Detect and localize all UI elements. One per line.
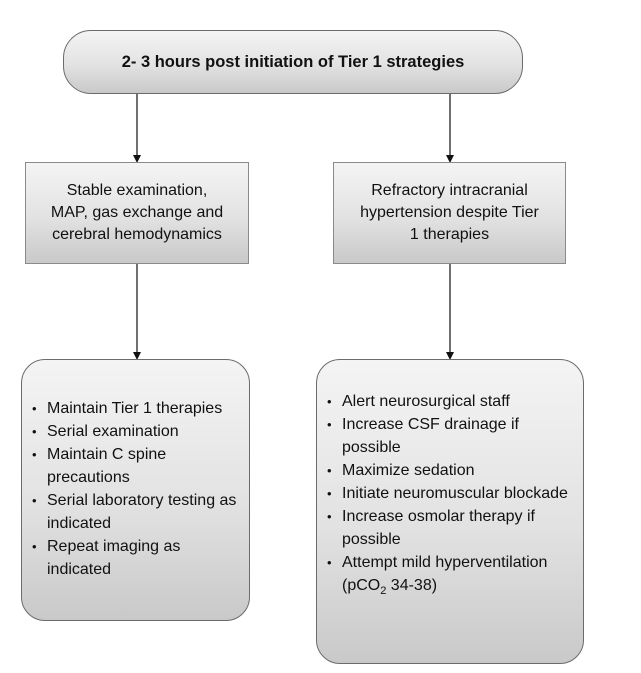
list-item: Repeat imaging as indicated: [32, 535, 239, 581]
stable-node: Stable examination, MAP, gas exchange an…: [25, 162, 249, 264]
top-node: 2- 3 hours post initiation of Tier 1 str…: [63, 30, 523, 94]
refractory-node-line: 1 therapies: [409, 226, 490, 243]
refractory-actions-node: Alert neurosurgical staff Increase CSF d…: [316, 359, 584, 664]
list-item: Maintain C spine precautions: [32, 443, 239, 489]
stable-actions-list: Maintain Tier 1 therapies Serial examina…: [32, 397, 239, 581]
list-item: Maximize sedation: [327, 459, 573, 482]
list-item: Serial laboratory testing as indicated: [32, 489, 239, 535]
stable-node-line: MAP, gas exchange and: [50, 204, 224, 221]
refractory-node-line: hypertension despite Tier: [360, 204, 539, 221]
list-item-hyperventilation: Attempt mild hyperventilation (pCO2 34-3…: [327, 551, 573, 603]
refractory-node-line: Refractory intracranial: [371, 182, 528, 199]
refractory-actions-list: Alert neurosurgical staff Increase CSF d…: [327, 390, 573, 603]
pco2-subscript: 2: [380, 585, 387, 598]
stable-actions-node: Maintain Tier 1 therapies Serial examina…: [21, 359, 250, 621]
list-item: Initiate neuromuscular blockade: [327, 482, 573, 505]
list-item: Increase CSF drainage if possible: [327, 413, 573, 459]
top-node-title: 2- 3 hours post initiation of Tier 1 str…: [121, 52, 465, 71]
list-item: Serial examination: [32, 420, 239, 443]
stable-node-line: cerebral hemodynamics: [52, 226, 222, 243]
hyperventilation-text: Attempt mild hyperventilation (pCO: [342, 554, 548, 594]
hyperventilation-range: 34-38): [386, 577, 438, 594]
list-item: Maintain Tier 1 therapies: [32, 397, 239, 420]
refractory-node: Refractory intracranial hypertension des…: [333, 162, 566, 264]
stable-node-line: Stable examination,: [66, 182, 208, 199]
list-item: Increase osmolar therapy if possible: [327, 505, 573, 551]
list-item: Alert neurosurgical staff: [327, 390, 573, 413]
